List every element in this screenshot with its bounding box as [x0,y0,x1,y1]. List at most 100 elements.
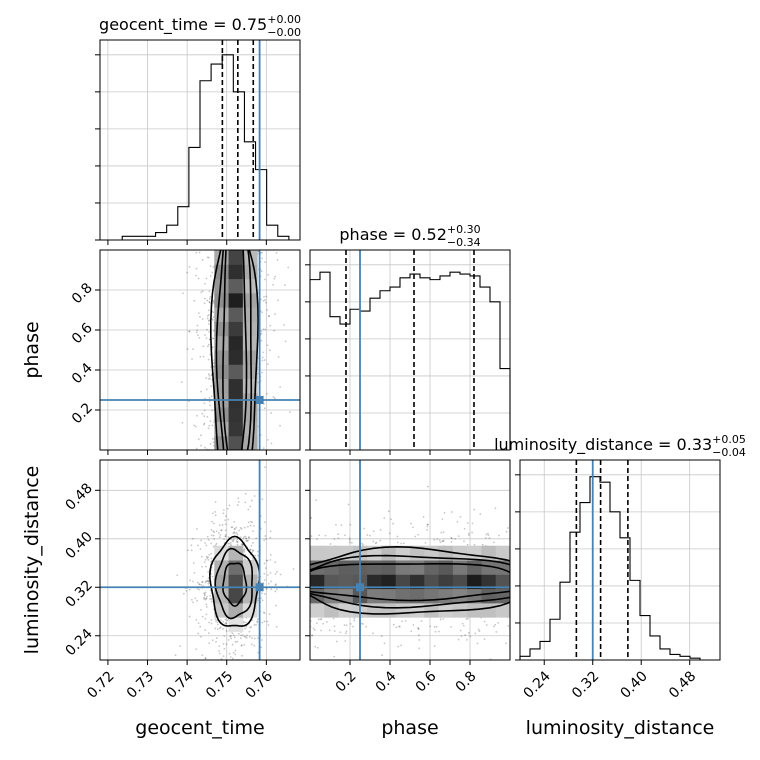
panel-title-geocent_time: geocent_time = 0.75+0.00 −0.00 [99,13,301,39]
sample-point [215,640,217,643]
sample-point [179,645,182,648]
sample-point [270,442,273,445]
sample-point [239,637,242,640]
panel-frame [99,39,301,241]
sample-point [218,652,221,655]
sample-point [312,627,315,630]
sample-point [192,348,194,351]
sample-point [204,598,207,601]
sample-point [274,573,277,575]
sample-point [207,378,210,380]
density-cell [438,588,454,604]
density-cell [467,574,482,590]
sample-point [222,509,225,511]
sample-point [268,613,271,615]
sample-point [222,643,225,645]
sample-point [197,581,199,584]
sample-point [222,655,225,657]
sample-point [226,507,229,510]
sample-point [399,625,401,628]
sample-point [239,527,242,529]
sample-point [208,290,211,293]
sample-point [215,637,218,639]
density-cell [228,307,244,322]
density-cell [214,364,230,380]
sample-point [261,356,264,359]
sample-point [343,624,346,627]
density-cell [214,588,230,604]
sample-point [243,635,246,638]
x-tick-label: 0.40 [618,668,651,701]
sample-point [205,388,208,391]
sample-point [345,624,348,627]
sample-point [427,485,429,488]
sample-point [207,577,210,579]
sample-point [239,661,241,663]
sample-point [205,603,208,606]
sample-point [250,626,253,628]
sample-point [205,597,208,600]
sample-point [487,532,489,535]
sample-point [247,539,249,542]
sample-point [186,271,189,274]
sample-point [210,542,213,545]
sample-point [224,529,227,532]
sample-point [201,581,204,583]
sample-point [205,337,208,340]
sample-point [200,555,203,558]
sample-point [197,632,200,635]
sample-point [214,618,217,621]
sample-point [467,532,470,535]
density-cell [228,574,244,590]
sample-point [234,641,237,643]
sample-point [246,661,248,663]
density-cell [467,545,482,561]
sample-point [231,643,234,646]
sample-point [441,518,444,521]
density-cell [481,560,497,575]
sample-point [267,315,270,318]
sample-point [261,621,264,624]
sample-point [207,580,210,583]
sample-point [266,438,269,441]
sample-point [225,630,228,632]
sample-point [417,627,420,630]
sample-point [198,583,201,586]
sample-point [232,634,235,637]
sample-point [237,632,240,635]
sample-point [439,618,442,621]
sample-point [206,595,208,598]
contour-line [222,562,248,607]
sample-point [212,673,214,675]
sample-point [256,621,259,624]
sample-point [417,634,420,637]
sample-point [361,542,363,545]
sample-point [270,412,273,414]
sample-point [392,522,394,525]
sample-point [218,645,221,647]
sample-point [262,611,265,614]
sample-point [205,597,208,600]
sample-point [240,644,243,647]
sample-point [212,311,215,314]
sample-point [207,558,210,561]
density-cell [228,264,244,280]
sample-point [212,337,215,340]
sample-point [263,539,266,542]
sample-point [456,520,459,523]
sample-point [225,622,228,625]
sample-point [396,535,399,538]
sample-point [257,250,260,253]
sample-point [185,589,188,592]
sample-point [276,588,278,591]
sample-point [266,620,269,623]
sample-point [245,621,247,624]
sample-point [197,334,199,337]
sample-point [266,344,269,347]
sample-point [256,618,259,621]
sample-point [264,567,267,570]
sample-point [211,337,214,340]
sample-point [454,537,457,540]
sample-point [206,299,209,302]
sample-point [483,620,486,623]
